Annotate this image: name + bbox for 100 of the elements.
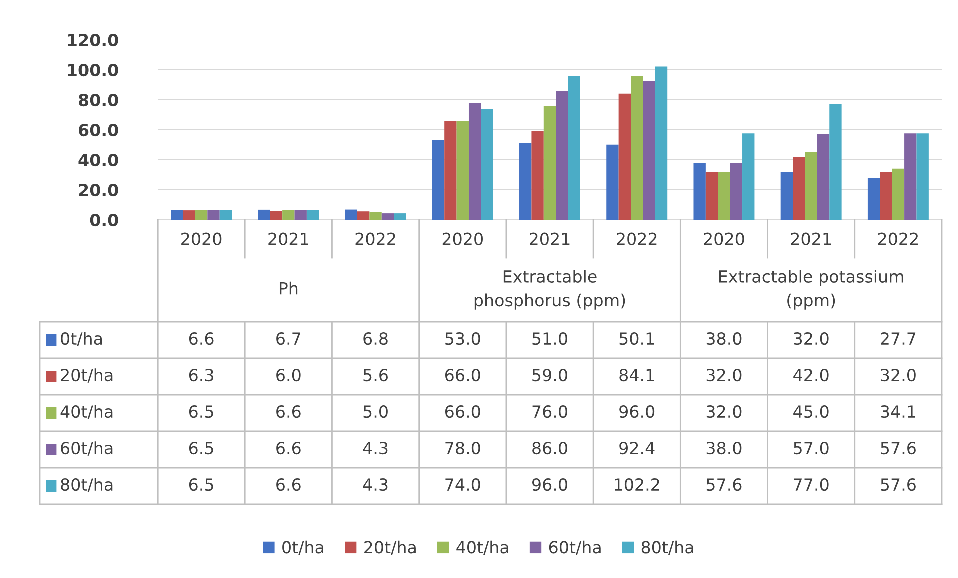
data-label: 66.0 [446,405,480,418]
x-tick-label: 2022 [617,232,657,246]
data-label: 6.8 [364,332,388,346]
bar [655,66,668,220]
bar [532,132,544,220]
bar [718,172,730,220]
data-label: 59.0 [532,368,568,382]
bar [183,210,196,220]
bar [258,210,270,220]
data-label: 6.7 [276,332,300,346]
data-label: 4.3 [363,442,388,455]
data-label: 34.1 [881,405,916,418]
bar [706,172,718,220]
bar [444,121,457,220]
bar [904,134,917,220]
text: 80t/ha [642,540,694,556]
bar [357,212,370,220]
y-tick-label: 60.0 [79,124,118,137]
data-label: 27.7 [881,332,916,345]
data-label: 32.0 [794,332,829,346]
bar [382,214,394,220]
text: Ph [280,282,298,295]
data-label: 32.0 [881,368,916,382]
bar [817,134,830,220]
data-label: 6.0 [276,368,301,382]
data-label: 6.6 [276,442,301,455]
data-label: 102.2 [615,478,660,492]
data-label: 6.6 [189,332,214,346]
y-tick-label: 0.0 [90,214,118,227]
bar [456,121,469,220]
bar [220,210,232,220]
data-label: 6.3 [189,368,214,382]
data-label: 50.1 [620,332,654,346]
data-label: 32.0 [706,368,742,382]
text: Extractable phosphorus (ppm) [474,270,626,310]
bar [195,210,208,220]
text: 40t/ha [456,540,508,556]
data-label: 77.0 [794,478,829,492]
bar [208,210,220,220]
data-label: 4.3 [363,478,388,492]
bar [780,172,794,220]
bar [282,210,295,220]
bar [631,76,644,220]
bar [880,172,892,220]
bar [556,91,568,220]
bar [294,210,307,220]
bar [270,211,283,220]
bar [568,76,580,220]
data-label: 53.0 [446,332,480,346]
data-label: 92.4 [620,442,655,455]
bar [830,104,842,220]
data-label: 57.6 [881,442,916,455]
bar [694,163,706,220]
data-label: 84.1 [620,368,654,382]
text: 20t/ha [364,540,416,556]
data-label: 57.6 [881,478,916,492]
data-label: 5.6 [364,368,388,382]
y-tick-label: 40.0 [78,154,118,167]
bar [742,134,755,220]
y-tick-label: 80.0 [79,94,118,107]
x-tick-label: 2021 [530,232,570,246]
bar [730,163,743,220]
bar [643,81,656,220]
y-tick-label: 100.0 [68,64,118,77]
data-label: 57.6 [706,478,742,492]
bar [916,134,929,220]
bar [520,144,532,220]
text: 60t/ha [549,540,601,556]
data-label: 66.0 [446,368,480,382]
bar [805,152,818,220]
x-tick-label: 2021 [791,232,831,246]
data-label: 74.0 [446,478,480,492]
data-label: 96.0 [532,478,568,492]
x-tick-label: 2022 [878,232,918,246]
legend-label: 60t/ha [61,442,113,456]
legend-label: 80t/ha [61,478,113,492]
data-label: 6.5 [189,478,214,492]
text: Extractable potassium (ppm) [719,270,904,310]
x-tick-label: 2020 [442,232,483,246]
y-tick-label: 120.0 [68,34,118,47]
x-tick-label: 2020 [182,232,222,246]
data-label: 6.5 [189,405,214,418]
bar [370,212,382,220]
data-label: 51.0 [532,332,568,346]
bar [892,168,905,220]
legend-label: 20t/ha [61,368,113,383]
bar [618,94,632,220]
data-label: 38.0 [706,442,742,455]
bar [793,157,806,220]
x-tick-label: 2022 [356,232,396,246]
data-label: 76.0 [532,405,568,418]
bar [606,144,619,220]
data-label: 6.6 [276,405,301,418]
bar [394,214,406,220]
data-label: 6.6 [276,478,301,492]
bar [432,140,445,220]
data-label: 5.0 [364,405,388,418]
data-label: 86.0 [532,442,568,455]
bar [481,109,494,220]
data-label: 45.0 [794,405,829,418]
